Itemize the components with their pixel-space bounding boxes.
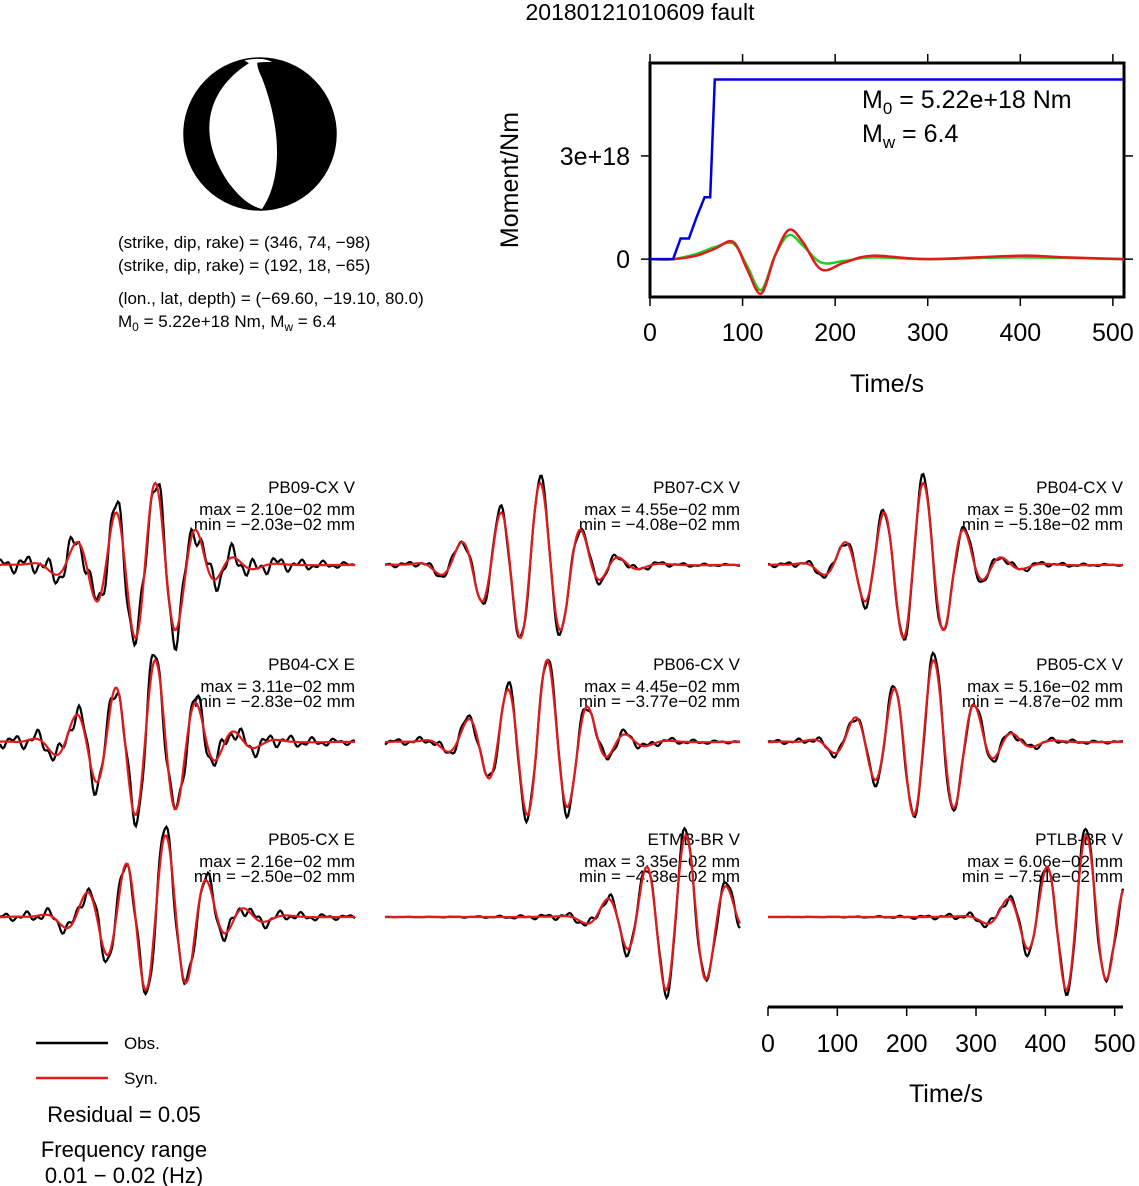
min-label: min = −2.03e−02 mm <box>194 515 355 534</box>
moment-ytick-label: 3e+18 <box>560 143 630 171</box>
figure-title: 20180121010609 fault <box>526 0 756 25</box>
moment-plot: Moment/Nm Time/s M0 = 5.22e+18 Nm Mw = 6… <box>496 54 1134 398</box>
moment-xlabel: Time/s <box>850 370 924 398</box>
legend-obs-label: Obs. <box>124 1034 160 1053</box>
mw-symbol: M <box>862 120 883 148</box>
frequency-range-title: Frequency range <box>41 1137 207 1162</box>
moment-series <box>649 78 1125 295</box>
station-label: PB09-CX V <box>268 478 356 497</box>
moment-m0-annotation: M0 = 5.22e+18 Nm <box>862 86 1072 118</box>
synthetic-trace <box>385 833 742 992</box>
plane1-text: (strike, dip, rake) = (346, 74, −98) <box>118 233 370 252</box>
m0-subscript: 0 <box>883 99 892 118</box>
waveform-xtick-label: 400 <box>1024 1030 1066 1058</box>
min-label: min = −4.08e−02 mm <box>579 515 740 534</box>
synthetic-trace <box>0 481 355 640</box>
beachball <box>183 57 337 211</box>
min-label: min = −2.83e−02 mm <box>194 692 355 711</box>
max-label: max = 4.45e−02 mm <box>584 677 740 696</box>
synthetic-trace <box>768 481 1123 640</box>
mw-subscript: w <box>283 320 293 334</box>
station-label: PB04-CX V <box>1036 478 1124 497</box>
min-label: min = −2.50e−02 mm <box>194 867 355 886</box>
station-label: ETMB-BR V <box>647 830 740 849</box>
max-label: max = 4.55e−02 mm <box>584 500 740 519</box>
observed-trace <box>767 472 1124 641</box>
waveform-xtick-label: 300 <box>955 1030 997 1058</box>
max-label: max = 5.30e−02 mm <box>967 500 1123 519</box>
m0-symbol: M <box>862 86 883 114</box>
synthetic-trace <box>385 481 740 640</box>
min-label: min = −4.87e−02 mm <box>962 692 1123 711</box>
moment-xtick-label: 100 <box>722 319 764 347</box>
max-label: max = 5.16e−02 mm <box>967 677 1123 696</box>
mw-value: = 6.4 <box>293 312 336 331</box>
station-label: PB06-CX V <box>653 655 741 674</box>
moment-series-line <box>649 233 1125 292</box>
m0-subscript: 0 <box>132 320 139 334</box>
plane2-text: (strike, dip, rake) = (192, 18, −65) <box>118 256 370 275</box>
waveform-xtick-label: 500 <box>1094 1030 1136 1058</box>
waveform-xtick-label: 200 <box>886 1030 928 1058</box>
station-label: PB04-CX E <box>268 655 355 674</box>
moment-summary-text: M0 = 5.22e+18 Nm, Mw = 6.4 <box>118 312 336 334</box>
m0-value: = 5.22e+18 Nm, <box>139 312 270 331</box>
residual-text: Residual = 0.05 <box>47 1102 201 1127</box>
moment-series-line <box>650 78 1124 261</box>
station-label: PTLB-BR V <box>1035 830 1124 849</box>
synthetic-trace <box>768 833 1125 992</box>
max-label: max = 2.16e−02 mm <box>199 852 355 871</box>
station-label: PB05-CX E <box>268 830 355 849</box>
moment-xtick-label: 400 <box>999 319 1041 347</box>
mw-subscript: w <box>882 133 896 152</box>
moment-xtick-label: 300 <box>907 319 949 347</box>
synthetic-trace <box>0 834 355 992</box>
waveform-xlabel: Time/s <box>909 1080 983 1108</box>
max-label: max = 3.35e−02 mm <box>584 852 740 871</box>
moment-xtick-label: 0 <box>643 319 657 347</box>
synthetic-trace <box>768 659 1123 817</box>
frequency-range-value: 0.01 − 0.02 (Hz) <box>45 1163 203 1186</box>
moment-xtick-label: 200 <box>814 319 856 347</box>
m0-value: = 5.22e+18 Nm <box>892 86 1071 114</box>
min-label: min = −3.77e−02 mm <box>579 692 740 711</box>
synthetic-trace <box>0 658 355 817</box>
mw-symbol: M <box>270 312 284 331</box>
moment-axes: 0 100 200 300 400 500 0 3e+18 <box>560 54 1134 347</box>
legend: Obs. Syn. <box>36 1034 160 1088</box>
min-label: min = −4.38e−02 mm <box>579 867 740 886</box>
min-label: min = −5.18e−02 mm <box>962 515 1123 534</box>
mw-value: = 6.4 <box>895 120 958 148</box>
location-text: (lon., lat, depth) = (−69.60, −19.10, 80… <box>118 289 424 308</box>
max-label: max = 2.10e−02 mm <box>199 500 355 519</box>
synthetic-trace <box>385 658 740 817</box>
moment-ylabel: Moment/Nm <box>496 112 524 248</box>
waveform-xtick-label: 100 <box>816 1030 858 1058</box>
max-label: max = 6.06e−02 mm <box>967 852 1123 871</box>
moment-plot-frame <box>648 61 1126 299</box>
waveform-xaxis: Time/s 0 100 200 300 400 500 <box>761 1005 1136 1108</box>
legend-syn-label: Syn. <box>124 1069 158 1088</box>
station-label: PB07-CX V <box>653 478 741 497</box>
waveform-xtick-label: 0 <box>761 1030 775 1058</box>
moment-xtick-label: 500 <box>1092 319 1134 347</box>
m0-symbol: M <box>118 312 132 331</box>
moment-ytick-label: 0 <box>616 246 630 274</box>
moment-mw-annotation: Mw = 6.4 <box>862 120 958 152</box>
station-label: PB05-CX V <box>1036 655 1124 674</box>
moment-series-line <box>649 228 1125 295</box>
max-label: max = 3.11e−02 mm <box>200 677 355 696</box>
